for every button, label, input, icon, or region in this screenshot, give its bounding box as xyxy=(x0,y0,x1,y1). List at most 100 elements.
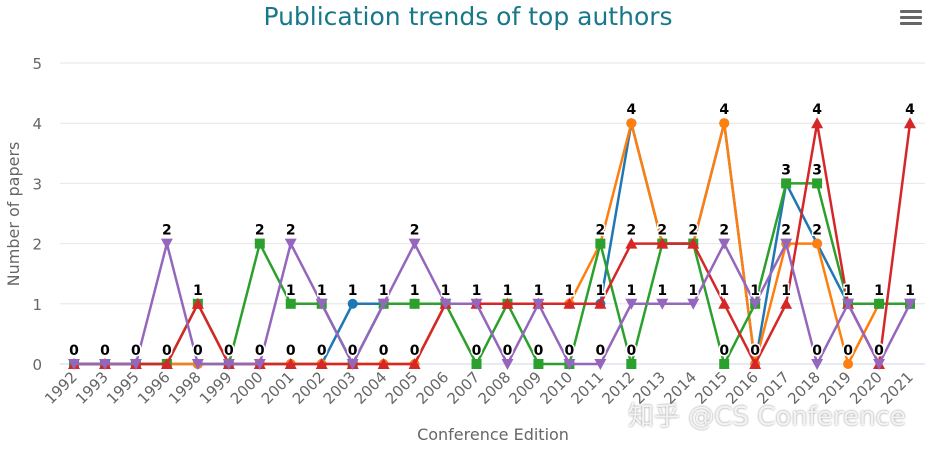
data-label: 2 xyxy=(255,223,265,239)
data-label: 0 xyxy=(193,343,203,359)
data-point xyxy=(284,358,297,369)
data-point xyxy=(409,298,420,309)
x-tick-label: 2007 xyxy=(444,368,484,408)
data-label: 0 xyxy=(719,343,729,359)
data-point xyxy=(656,237,669,249)
series-line-2 xyxy=(74,182,910,368)
data-point xyxy=(532,298,545,310)
data-point xyxy=(625,298,638,310)
x-tick-label: 2010 xyxy=(537,368,577,408)
data-point xyxy=(812,238,823,249)
x-tick-label: 2001 xyxy=(258,368,298,408)
data-label: 1 xyxy=(781,283,791,299)
data-label: 4 xyxy=(905,102,915,118)
data-label: 1 xyxy=(595,283,605,299)
data-point xyxy=(719,359,730,369)
data-point xyxy=(843,359,854,369)
data-label: 0 xyxy=(348,343,358,359)
data-label: 2 xyxy=(595,223,605,239)
data-point xyxy=(191,297,204,309)
data-point xyxy=(160,358,173,369)
data-label: 1 xyxy=(688,283,698,299)
data-point xyxy=(285,298,296,309)
data-label: 0 xyxy=(595,343,605,359)
data-point xyxy=(222,359,235,370)
data-label: 1 xyxy=(286,283,296,299)
data-point xyxy=(811,117,824,129)
data-point xyxy=(718,297,731,309)
y-tick-label: 4 xyxy=(32,115,42,133)
data-point xyxy=(594,297,607,309)
data-point xyxy=(563,297,576,309)
data-point xyxy=(812,178,823,189)
data-label: 0 xyxy=(224,343,234,359)
y-tick-label: 2 xyxy=(32,236,42,254)
x-tick-label: 2006 xyxy=(413,368,453,408)
data-point xyxy=(687,298,700,310)
data-point xyxy=(626,359,637,369)
data-point xyxy=(98,359,111,370)
data-label: 0 xyxy=(100,343,110,359)
data-label: 0 xyxy=(472,343,482,359)
data-label: 1 xyxy=(472,283,482,299)
data-label: 0 xyxy=(317,343,327,359)
data-label: 0 xyxy=(379,343,389,359)
data-label: 0 xyxy=(874,343,884,359)
data-label: 4 xyxy=(626,102,636,118)
data-label: 1 xyxy=(441,283,451,299)
y-tick-label: 1 xyxy=(32,296,42,314)
data-point xyxy=(656,298,669,310)
data-label: 1 xyxy=(626,283,636,299)
data-point xyxy=(254,238,265,249)
data-point xyxy=(346,359,359,370)
data-label: 0 xyxy=(626,343,636,359)
data-label: 3 xyxy=(812,162,822,178)
x-tick-label: 1992 xyxy=(41,368,81,408)
data-point xyxy=(160,238,173,250)
data-label: 2 xyxy=(286,223,296,239)
data-point xyxy=(718,238,731,250)
data-label: 2 xyxy=(688,223,698,239)
data-label: 0 xyxy=(843,343,853,359)
data-point xyxy=(315,358,328,369)
data-point xyxy=(780,238,793,250)
data-point xyxy=(719,118,730,129)
data-label: 1 xyxy=(874,283,884,299)
data-point xyxy=(626,118,637,129)
y-tick-label: 3 xyxy=(32,175,42,193)
data-point xyxy=(315,298,328,310)
data-label: 0 xyxy=(812,343,822,359)
data-point xyxy=(780,297,793,309)
x-tick-label: 2004 xyxy=(351,368,391,408)
data-label: 0 xyxy=(503,343,513,359)
data-point xyxy=(873,359,886,370)
data-label: 1 xyxy=(348,283,358,299)
data-point xyxy=(68,359,80,370)
data-point xyxy=(377,358,390,369)
y-tick-label: 5 xyxy=(32,55,42,73)
x-tick-label: 1998 xyxy=(165,368,205,408)
data-label: 1 xyxy=(193,283,203,299)
data-label: 1 xyxy=(379,283,389,299)
data-label: 0 xyxy=(750,343,760,359)
data-label: 0 xyxy=(255,343,265,359)
data-point xyxy=(501,297,514,309)
hamburger-menu-icon[interactable] xyxy=(900,10,922,28)
data-label: 1 xyxy=(843,283,853,299)
data-label: 4 xyxy=(719,102,729,118)
data-point xyxy=(191,359,204,370)
data-label: 1 xyxy=(503,283,513,299)
data-point xyxy=(347,298,358,309)
data-point xyxy=(811,359,824,370)
data-label: 1 xyxy=(534,283,544,299)
x-tick-label: 2002 xyxy=(289,368,329,408)
y-axis-title: Number of papers xyxy=(4,142,23,287)
data-point xyxy=(471,359,482,369)
data-label: 3 xyxy=(781,162,791,178)
data-label: 1 xyxy=(410,283,420,299)
data-point xyxy=(253,359,266,370)
data-label: 1 xyxy=(657,283,667,299)
data-point xyxy=(749,358,762,369)
data-label: 2 xyxy=(781,223,791,239)
